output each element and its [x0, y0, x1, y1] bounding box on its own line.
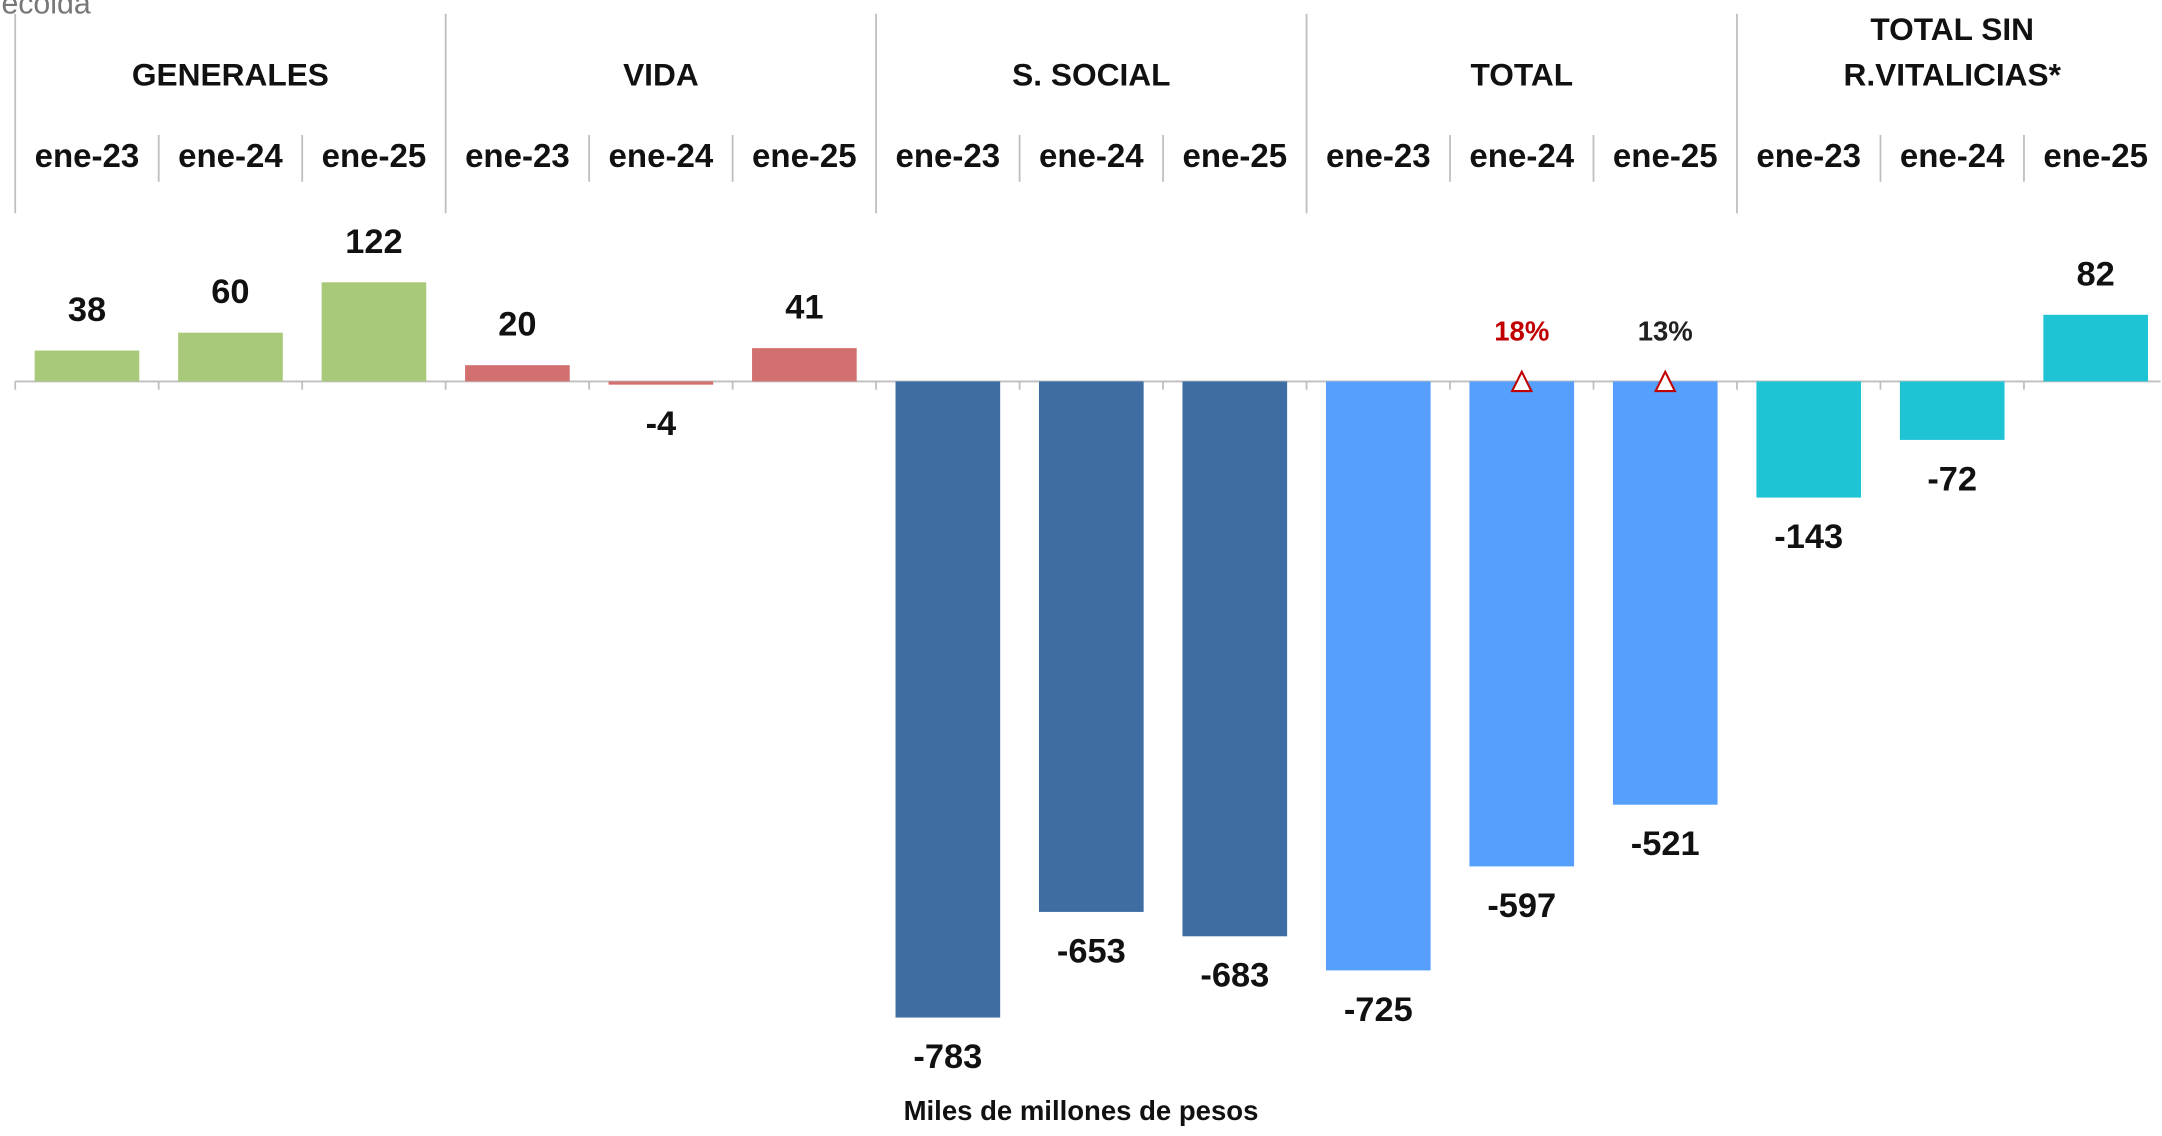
period-label: ene-23 [896, 138, 1001, 175]
value-label: -653 [1057, 932, 1126, 970]
bar [1756, 381, 1862, 498]
x-axis-label: Miles de millones de pesos [904, 1095, 1259, 1126]
bar [1612, 381, 1718, 805]
group-header: TOTAL [1470, 56, 1573, 92]
bar [1182, 381, 1288, 937]
bar [1899, 381, 2005, 440]
change-marker [1653, 369, 1677, 393]
bar [34, 350, 140, 382]
period-label: ene-23 [465, 138, 570, 175]
period-label: ene-25 [1613, 138, 1718, 175]
value-label: 41 [785, 289, 823, 327]
value-label: 122 [345, 223, 402, 261]
value-label: -597 [1487, 887, 1556, 925]
bar [178, 332, 283, 382]
period-label: ene-23 [1326, 138, 1431, 175]
source: ecolda [1, 0, 90, 21]
value-label: -521 [1631, 825, 1700, 863]
bar [2043, 314, 2149, 382]
bar [752, 348, 857, 382]
bar [321, 282, 427, 382]
group-header: GENERALES [132, 56, 329, 92]
value-label: 38 [68, 291, 106, 329]
group-header: S. SOCIAL [1012, 56, 1170, 92]
period-label: ene-25 [752, 138, 857, 175]
group-header: TOTAL SIN [1870, 11, 2034, 47]
change-label: 13% [1638, 315, 1693, 346]
value-label: 20 [498, 306, 536, 344]
period-label: ene-25 [2043, 138, 2148, 175]
period-label: ene-24 [609, 138, 714, 175]
change-label: 18% [1494, 315, 1549, 346]
period-label: ene-23 [1756, 138, 1861, 175]
value-label: 60 [211, 273, 249, 311]
period-label: ene-24 [1900, 138, 2005, 175]
value-label: -72 [1927, 460, 1977, 498]
bar [608, 381, 714, 385]
bar [465, 365, 570, 382]
bar [1039, 381, 1144, 912]
period-label: ene-24 [178, 138, 283, 175]
bar [895, 381, 1001, 1018]
bar [1325, 381, 1431, 971]
value-label: -143 [1774, 518, 1843, 556]
period-label: ene-23 [35, 138, 140, 175]
change-marker [1510, 369, 1534, 393]
value-label: -783 [913, 1038, 982, 1076]
period-label: ene-25 [1182, 138, 1287, 175]
period-label: ene-25 [322, 138, 427, 175]
group-header: VIDA [623, 56, 699, 92]
bar [1469, 381, 1575, 867]
value-label: -4 [646, 405, 677, 443]
period-label: ene-24 [1039, 138, 1144, 175]
value-label: 82 [2077, 255, 2115, 293]
period-label: ene-24 [1469, 138, 1574, 175]
value-label: -725 [1344, 991, 1413, 1029]
group-header: R.VITALICIAS* [1843, 56, 2061, 92]
value-label: -683 [1200, 957, 1269, 995]
